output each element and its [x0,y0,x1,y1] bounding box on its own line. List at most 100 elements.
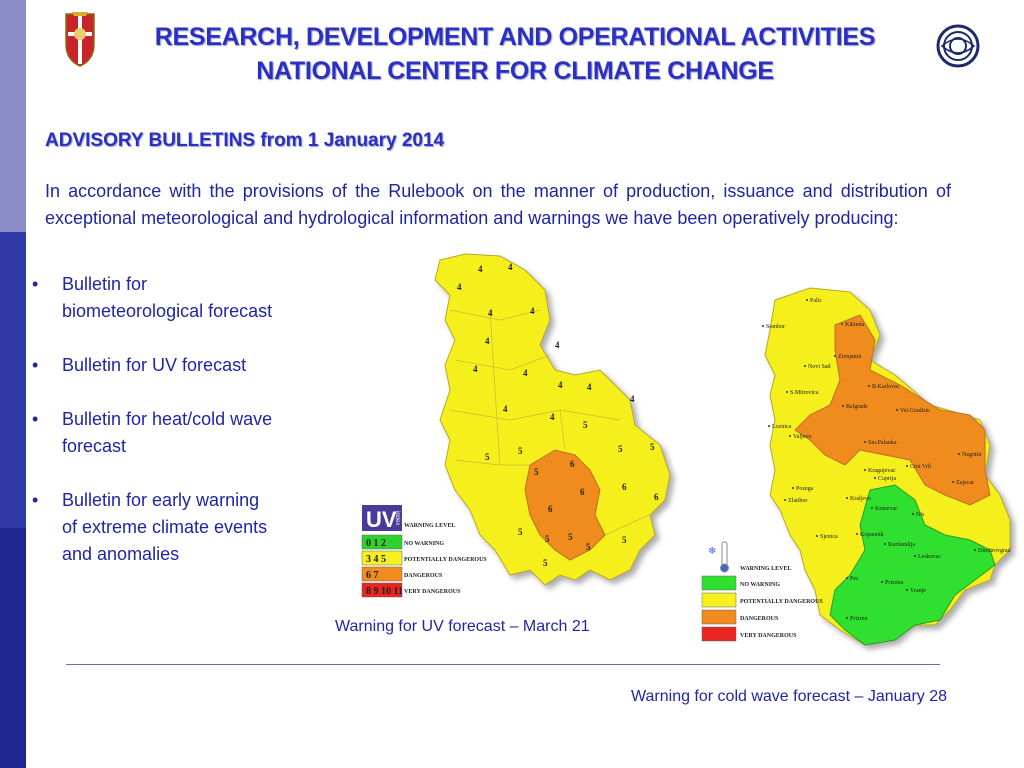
uv-forecast-map: 4 4 4 4 4 4 4 4 4 4 4 4 4 4 5 5 5 5 5 5 6 6 6 6 6 5 5 5 5 5 5 UV index… [361,253,671,598]
bulletin-list: • Bulletin for biometeorological forecast… [28,271,273,595]
cold-wave-forecast-map: Palic Sombor Kikinda Novi Sad Zrenjanin S.Mit… [701,287,1011,646]
uv-map-caption: Warning for UV forecast – March 21 [335,618,590,635]
cold-legend-row: POTENTIALLY DANGEROUS [701,592,823,608]
uv-region-value: 4 [503,404,508,414]
city-dot [974,549,976,551]
intro-paragraph: In accordance with the provisions of the… [45,181,951,228]
uv-region-value: 4 [550,412,555,422]
uv-region-value: 4 [530,306,535,316]
uv-region-value: 5 [586,542,591,552]
city-label: Zrenjanin [838,354,861,360]
bullet-icon: • [32,355,39,375]
city-label: Sombor [766,324,785,330]
list-item: • Bulletin for biometeorological forecast [28,271,273,325]
uv-region-value: 5 [622,535,627,545]
city-dot [871,507,873,509]
uv-region-value: 4 [485,336,490,346]
city-dot [914,555,916,557]
city-dot [784,499,786,501]
uv-region-value: 4 [523,368,528,378]
cold-legend: ❄ WARNING LEVEL NO WARNING POTENTIALLY DA… [701,541,823,642]
uv-region-value: 4 [587,382,592,392]
uv-legend-label: POTENTIALLY DANGEROUS [404,557,487,563]
uv-region-value: 6 [622,482,627,492]
uv-region-value: 6 [654,492,659,502]
list-item: • Bulletin for early warning of extreme c… [28,487,273,568]
uv-legend-swatch [361,566,403,582]
city-dot [868,385,870,387]
city-dot [952,481,954,483]
city-label: B.Karlovac [872,384,900,390]
uv-region-value: 5 [534,467,539,477]
cold-map-city-labels: Palic Sombor Kikinda Novi Sad Zrenjanin S.Mit… [762,298,1011,622]
city-label: Loznica [772,424,792,430]
city-dot [842,405,844,407]
uv-legend-swatch [361,582,403,598]
uv-map-borders [449,309,661,536]
uv-region-value: 4 [478,264,483,274]
city-dot [912,513,914,515]
city-label: Zlatibor [788,498,807,504]
uv-legend-row: 3 4 5 POTENTIALLY DANGEROUS [361,550,487,566]
uv-badge [362,505,402,531]
city-label: Vranje [910,588,926,594]
city-label: Belgrade [846,404,868,410]
city-label: Valjevo [793,434,811,440]
list-item: • Bulletin for UV forecast [28,352,273,379]
title-line-2: NATIONAL CENTER FOR CLIMATE CHANGE [256,57,774,85]
uv-legend-row: 6 7 DANGEROUS [361,566,443,582]
uv-legend-values: 3 4 5 [366,554,386,565]
title-line-1: RESEARCH, DEVELOPMENT AND OPERATIONAL AC… [154,23,876,51]
cold-legend-swatch [701,575,737,591]
uv-region-value: 4 [630,394,635,404]
city-label: Zajecar [956,480,974,486]
uv-region-value: 5 [518,527,523,537]
city-dot [896,409,898,411]
uv-region-value: 5 [518,446,523,456]
uv-region-value: 5 [583,420,588,430]
city-label: Pristina [885,580,904,586]
uv-legend-label: NO WARNING [404,541,444,547]
city-label: Kragujevac [868,468,896,474]
uv-legend-row: 0 1 2 NO WARNING [361,534,444,550]
cold-legend-row: NO WARNING [701,575,780,591]
uv-region-value: 6 [548,504,553,514]
uv-legend-label: VERY DANGEROUS [404,589,461,595]
city-dot [816,535,818,537]
uv-region-value: 4 [508,262,513,272]
uv-region-value: 4 [558,380,563,390]
city-dot [906,465,908,467]
city-label: Crni Vrh [910,464,931,470]
list-item: • Bulletin for heat/cold wave forecast [28,406,273,460]
uv-legend-title: WARNING LEVEL [404,523,456,529]
uv-region-value: 4 [488,308,493,318]
city-label: Cuprija [878,476,896,482]
city-label: Sjenica [820,534,838,540]
city-dot [881,581,883,583]
city-label: Pec [850,576,859,582]
uv-region-value: 5 [545,534,550,544]
city-label: Kopaonik [860,532,884,538]
thermometer-snowflake-icon: ❄ [708,541,729,573]
uv-legend-swatch [361,550,403,566]
uv-legend-swatch [361,534,403,550]
city-dot [806,299,808,301]
city-dot [846,617,848,619]
uv-region-value: 5 [568,532,573,542]
uv-region-value: 4 [555,340,560,350]
city-dot [846,497,848,499]
city-label: Palic [810,298,822,304]
bullet-icon: • [32,274,39,294]
cold-legend-swatch [701,626,737,642]
coat-of-arms-icon [65,12,95,67]
cold-legend-label: VERY DANGEROUS [740,633,797,639]
uv-map-orange-region [524,449,606,561]
cold-legend-label: NO WARNING [740,582,780,588]
uv-legend-row: 8 9 10 11 VERY DANGEROUS [361,582,461,598]
city-dot [856,533,858,535]
city-dot [864,441,866,443]
city-dot [841,323,843,325]
city-label: Prizren [850,616,867,622]
city-dot [958,453,960,455]
city-label: Kraljevo [850,496,871,502]
